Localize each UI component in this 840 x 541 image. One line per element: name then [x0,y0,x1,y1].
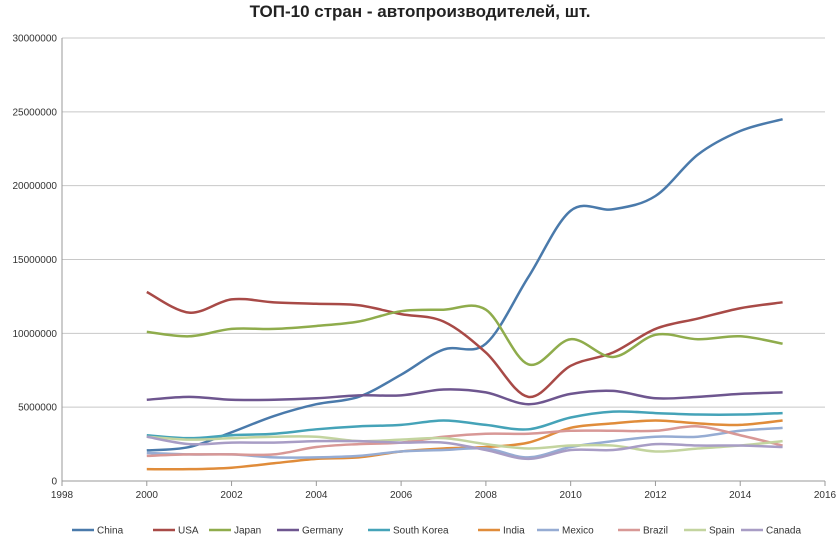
x-tick-label: 2000 [136,490,159,501]
legend-label: Japan [234,526,261,537]
x-tick-label: 2014 [729,490,752,501]
series-line-germany [146,388,783,406]
legend-label: Spain [709,526,735,537]
legend-label: Brazil [643,526,668,537]
series-line-spain [146,435,783,453]
x-tick-label: 2008 [475,490,498,501]
chart-title: ТОП-10 стран - автопроизводителей, шт. [249,2,591,21]
series-line-usa [146,290,783,399]
x-tick-label: 2006 [390,490,413,501]
y-tick-label: 0 [51,477,57,488]
x-tick-label: 2002 [220,490,243,501]
y-tick-label: 10000000 [13,329,58,340]
y-tick-label: 25000000 [13,107,58,118]
x-tick-label: 2004 [305,490,328,501]
legend-label: Mexico [562,526,594,537]
series-line-japan [146,304,783,366]
x-tick-label: 1998 [51,490,74,501]
series-line-south-korea [146,410,783,440]
legend-label: Canada [766,526,801,537]
y-tick-label: 30000000 [13,34,58,45]
x-tick-label: 2010 [560,490,583,501]
legend-label: India [503,526,525,537]
series-line-china [146,118,783,452]
series-line-brazil [146,425,783,458]
legend-label: South Korea [393,526,449,537]
legend-label: Germany [302,526,343,537]
series-line-canada [146,435,783,461]
y-tick-label: 15000000 [13,255,58,266]
y-tick-label: 5000000 [18,403,57,414]
y-tick-label: 20000000 [13,181,58,192]
legend-label: USA [178,526,199,537]
legend-label: China [97,526,124,537]
x-tick-label: 2016 [814,490,837,501]
x-tick-label: 2012 [644,490,667,501]
